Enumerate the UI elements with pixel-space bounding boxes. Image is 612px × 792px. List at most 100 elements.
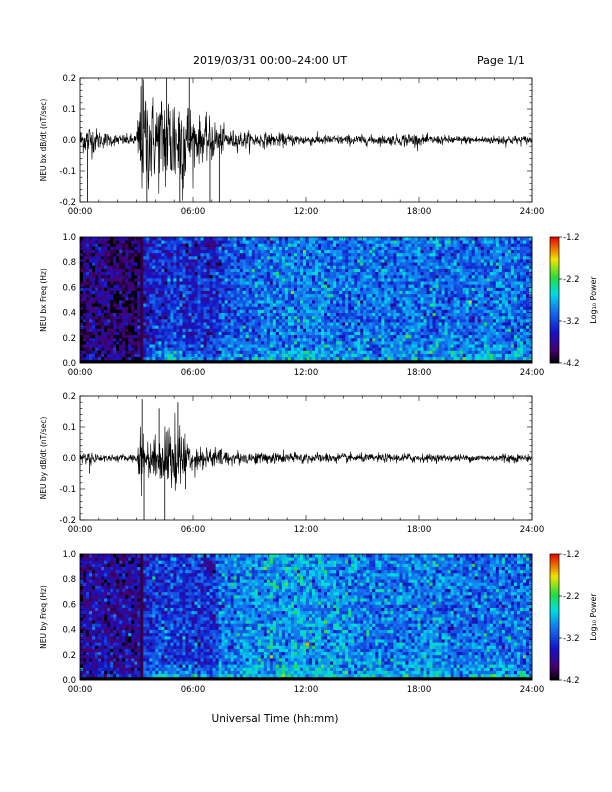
- spectrogram-cell: [327, 325, 331, 329]
- spectrogram-cell: [257, 240, 262, 244]
- spectrogram-cell: [408, 356, 412, 361]
- spectrogram-cell: [221, 347, 226, 351]
- spectrogram-cell: [348, 262, 352, 266]
- spectrogram-cell: [330, 281, 334, 285]
- spectrogram-cell: [86, 249, 90, 254]
- spectrogram-cell: [191, 268, 195, 273]
- spectrogram-cell: [191, 344, 195, 348]
- spectrogram-cell: [125, 290, 129, 295]
- spectrogram-cell: [330, 243, 334, 247]
- spectrogram-cell: [164, 328, 168, 332]
- spectrogram-cell: [80, 359, 84, 364]
- spectrogram-cell: [299, 246, 304, 250]
- spectrogram-cell: [306, 265, 310, 269]
- spectrogram-cell: [191, 315, 195, 320]
- spectrogram-cell: [152, 240, 156, 244]
- spectrogram-cell: [224, 287, 229, 291]
- spectrogram-cell: [200, 337, 204, 342]
- spectrogram-cell: [155, 290, 159, 295]
- spectrogram-cell: [155, 337, 159, 342]
- spectrogram-cell: [284, 268, 289, 273]
- spectrogram-cell: [432, 262, 436, 266]
- spectrogram-cell: [318, 237, 322, 241]
- spectrogram-cell: [384, 287, 388, 291]
- spectrogram-cell: [299, 356, 304, 361]
- spectrogram-cell: [324, 290, 328, 295]
- spectrogram-cell: [212, 252, 216, 257]
- spectrogram-cell: [215, 303, 220, 307]
- spectrogram-cell: [206, 322, 210, 326]
- spectrogram-cell: [348, 356, 352, 361]
- spectrogram-cell: [110, 331, 114, 336]
- spectrogram-cell: [438, 309, 442, 313]
- spectrogram-cell: [296, 359, 301, 364]
- spectrogram-cell: [263, 284, 268, 288]
- spectrogram-cell: [309, 246, 313, 250]
- spectrogram-cell: [293, 331, 298, 336]
- spectrogram-cell: [378, 303, 382, 307]
- spectrogram-cell: [83, 281, 87, 285]
- spectrogram-cell: [384, 322, 388, 326]
- spectrogram-cell: [366, 353, 370, 358]
- spectrogram-cell: [191, 296, 195, 301]
- spectrogram-cell: [101, 344, 105, 348]
- spectrogram-cell: [137, 268, 141, 273]
- spectrogram-cell: [188, 359, 192, 364]
- spectrogram-cell: [206, 331, 210, 336]
- spectrogram-cell: [444, 268, 449, 273]
- spectrogram-cell: [134, 312, 138, 317]
- spectrogram-cell: [230, 271, 235, 276]
- spectrogram-cell: [414, 359, 418, 364]
- spectrogram-cell: [402, 328, 406, 332]
- spectrogram-cell: [423, 265, 427, 269]
- spectrogram-cell: [230, 246, 235, 250]
- spectrogram-cell: [173, 337, 177, 342]
- spectrogram-cell: [278, 359, 283, 364]
- spectrogram-cell: [393, 322, 397, 326]
- spectrogram-cell: [140, 243, 144, 247]
- spectrogram-cell: [209, 312, 213, 317]
- spectrogram-cell: [200, 296, 204, 301]
- spectrogram-cell: [131, 306, 135, 310]
- spectrogram-cell: [227, 296, 232, 301]
- spectrogram-cell: [345, 334, 349, 339]
- spectrogram-cell: [161, 303, 165, 307]
- spectrogram-cell: [107, 249, 111, 254]
- spectrogram-cell: [293, 359, 298, 364]
- spectrogram-cell: [143, 359, 147, 364]
- spectrogram-cell: [119, 271, 123, 276]
- spectrogram-cell: [131, 344, 135, 348]
- spectrogram-cell: [429, 340, 433, 345]
- spectrogram-cell: [330, 271, 334, 276]
- spectrogram-cell: [351, 268, 355, 273]
- spectrogram-cell: [173, 340, 177, 345]
- spectrogram-cell: [435, 237, 439, 241]
- spectrogram-cell: [260, 274, 265, 279]
- spectrogram-cell: [318, 281, 322, 285]
- spectrogram-cell: [179, 249, 183, 254]
- spectrogram-cell: [218, 350, 223, 354]
- spectrogram-cell: [336, 243, 340, 247]
- spectrogram-cell: [107, 259, 111, 263]
- spectrogram-cell: [212, 290, 216, 295]
- spectrogram-cell: [137, 312, 141, 317]
- spectrogram-cell: [272, 271, 277, 276]
- spectrogram-cell: [372, 237, 376, 241]
- spectrogram-cell: [197, 322, 201, 326]
- spectrogram-cell: [312, 334, 316, 339]
- spectrogram-cell: [327, 303, 331, 307]
- spectrogram-cell: [387, 309, 391, 313]
- spectrogram-cell: [275, 334, 280, 339]
- spectrogram-cell: [339, 344, 343, 348]
- spectrogram-cell: [194, 237, 198, 241]
- spectrogram-cell: [417, 300, 421, 304]
- spectrogram-cell: [444, 337, 449, 342]
- spectrogram-cell: [444, 344, 449, 348]
- spectrogram-cell: [206, 274, 210, 279]
- spectrogram-cell: [296, 255, 301, 260]
- spectrogram-cell: [122, 243, 126, 247]
- spectrogram-cell: [336, 252, 340, 257]
- spectrogram-cell: [399, 246, 403, 250]
- spectrogram-cell: [203, 340, 207, 345]
- spectrogram-cell: [242, 243, 247, 247]
